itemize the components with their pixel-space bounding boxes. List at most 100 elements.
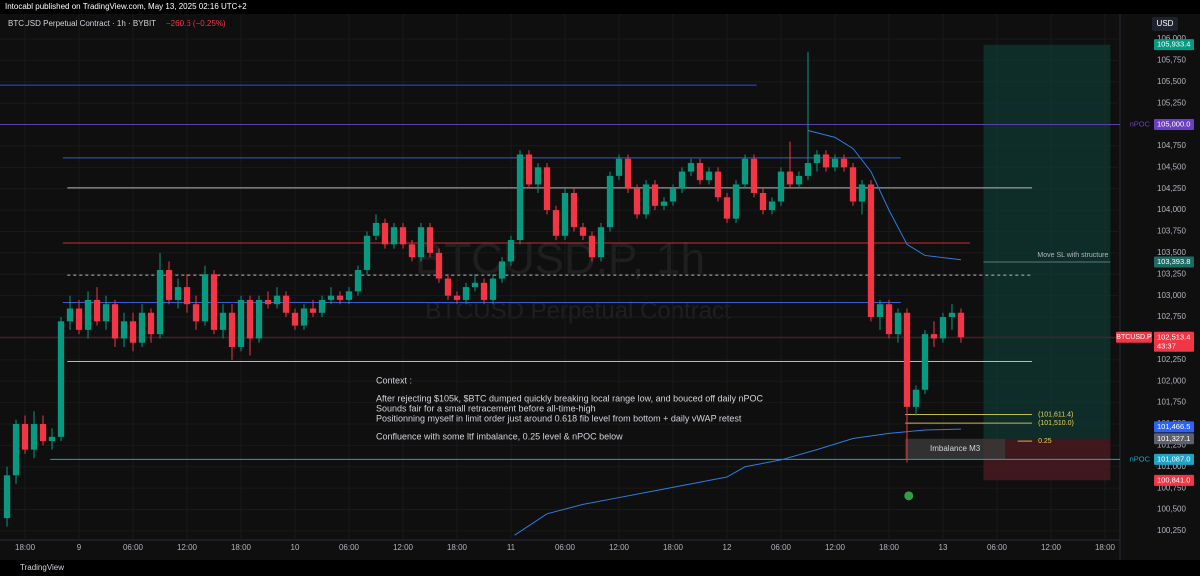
price-tag-label: 101,327.1 xyxy=(1157,434,1190,443)
y-tick-label: 103,750 xyxy=(1157,227,1186,236)
x-tick-label: 12:00 xyxy=(393,543,414,552)
candle-body xyxy=(660,201,668,206)
candle-body xyxy=(642,184,650,215)
context-line: Positionning myself in limit order just … xyxy=(376,413,742,423)
candle-body xyxy=(813,154,821,164)
x-tick-label: 12:00 xyxy=(1041,543,1062,552)
candle-body xyxy=(822,154,830,168)
candle-body xyxy=(498,261,506,279)
currency-box[interactable] xyxy=(1152,17,1178,31)
watermark: BTCUSD.P, 1h xyxy=(415,235,705,284)
candle-body xyxy=(183,287,191,305)
context-line: Sounds fair for a small retracement befo… xyxy=(376,403,596,413)
candle-body xyxy=(696,163,704,181)
candle-body xyxy=(678,171,686,189)
x-tick-label: 13 xyxy=(939,543,948,552)
y-tick-label: 104,000 xyxy=(1157,205,1186,214)
x-tick-label: 12:00 xyxy=(609,543,630,552)
x-tick-label: 12:00 xyxy=(177,543,198,552)
candle-body xyxy=(723,197,731,219)
y-tick-label: 101,750 xyxy=(1157,398,1186,407)
candle-body xyxy=(57,321,65,437)
candle-body xyxy=(165,269,173,300)
y-tick-label: 104,500 xyxy=(1157,162,1186,171)
watermark: BTCUSD Perpetual Contract xyxy=(425,297,731,324)
candle-body xyxy=(174,287,182,300)
candle-body xyxy=(534,167,542,185)
candle-body xyxy=(372,222,380,236)
candle-body xyxy=(102,304,110,322)
x-tick-label: 18:00 xyxy=(1095,543,1116,552)
candle-body xyxy=(876,304,884,318)
position-target-zone xyxy=(983,44,1111,439)
candle-body xyxy=(894,312,902,335)
candle-body xyxy=(525,154,533,185)
candle-body xyxy=(12,423,20,476)
candle-body xyxy=(129,321,137,343)
price-tag xyxy=(1154,421,1194,433)
candle-body xyxy=(849,167,857,202)
candle-body xyxy=(651,184,659,206)
symbol-tag-label: BTCUSD.P xyxy=(1116,334,1152,341)
candle-body xyxy=(399,227,407,245)
change: −260.6 (−0.25%) xyxy=(166,19,226,28)
symbol: BTCUSD Perpetual Contract · 1h · BYBIT xyxy=(8,19,156,28)
footer-bar xyxy=(0,560,1200,576)
candle-body xyxy=(750,158,758,193)
header-bar xyxy=(0,0,1200,14)
candle-body xyxy=(264,299,272,305)
candle-body xyxy=(840,158,848,168)
price-tag xyxy=(1154,256,1194,268)
x-tick-label: 11 xyxy=(507,543,516,552)
currency[interactable]: USD xyxy=(1157,19,1174,28)
candle-body xyxy=(363,235,371,270)
candle-body xyxy=(930,334,938,339)
y-tick-label: 100,750 xyxy=(1157,483,1186,492)
candle-body xyxy=(246,299,254,339)
y-tick-label: 101,000 xyxy=(1157,462,1186,471)
price-tag xyxy=(1154,433,1194,445)
candle-body xyxy=(354,269,362,292)
y-tick-label: 104,250 xyxy=(1157,184,1186,193)
candle-body xyxy=(669,188,677,202)
candle-body xyxy=(408,244,416,258)
y-tick-label: 105,250 xyxy=(1157,98,1186,107)
y-tick-label: 105,500 xyxy=(1157,77,1186,86)
candle-body xyxy=(795,175,803,185)
price-tag-label: 105,000.0 xyxy=(1157,120,1190,129)
price-tag xyxy=(1154,453,1194,465)
x-tick-label: 06:00 xyxy=(555,543,576,552)
x-tick-label: 9 xyxy=(77,543,82,552)
candle-body xyxy=(318,299,326,313)
candle-body xyxy=(624,158,632,189)
price-tag-label: 105,933.4 xyxy=(1157,40,1190,49)
context-line: Confluence with some ltf imbalance, 0.25… xyxy=(376,431,623,441)
candle-body xyxy=(138,312,146,343)
candle-body xyxy=(111,304,119,339)
candle-body xyxy=(858,184,866,202)
candle-body xyxy=(417,227,425,258)
candle-body xyxy=(561,192,569,236)
candle-body xyxy=(444,278,452,296)
candle-body xyxy=(777,171,785,202)
countdown: 43:37 xyxy=(1157,341,1176,350)
price-tag xyxy=(1154,331,1194,352)
price-tag-label: 103,393.8 xyxy=(1157,257,1190,266)
candle-body xyxy=(732,184,740,219)
price-tag-label: 101,466.5 xyxy=(1157,422,1190,431)
candle-body xyxy=(462,287,470,300)
candle-body xyxy=(516,154,524,241)
candle-body xyxy=(768,201,776,211)
candle-body xyxy=(93,299,101,322)
candle-body xyxy=(759,192,767,211)
candle-body xyxy=(453,295,461,300)
candle-body xyxy=(786,171,794,185)
context-line: After rejecting $105k, $BTC dumped quick… xyxy=(376,393,764,403)
candle-body xyxy=(948,312,956,318)
price-axis xyxy=(1120,14,1200,560)
header: Intocabl published on TradingView.com, M… xyxy=(5,2,247,11)
candle-body xyxy=(390,227,398,245)
x-tick-label: 18:00 xyxy=(15,543,36,552)
x-tick-label: 06:00 xyxy=(987,543,1008,552)
